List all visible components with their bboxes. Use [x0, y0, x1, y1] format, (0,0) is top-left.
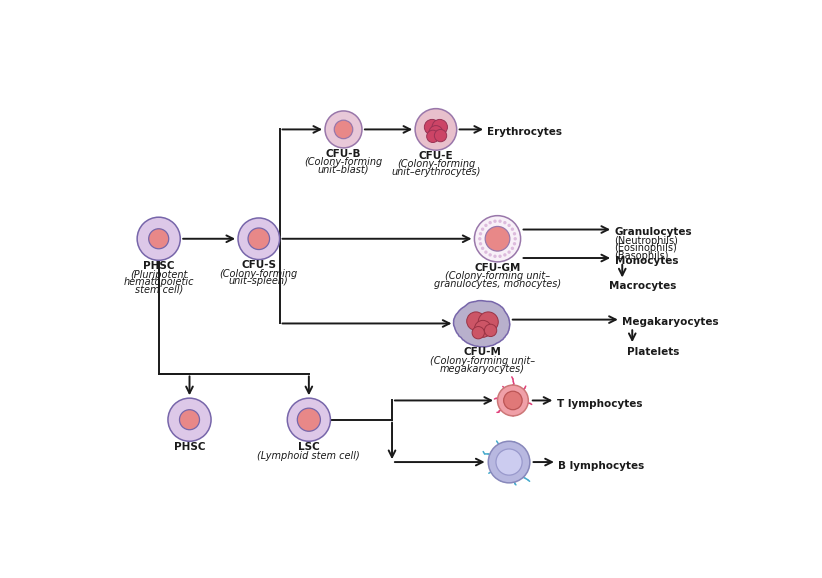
Circle shape — [472, 327, 484, 339]
Circle shape — [507, 224, 510, 227]
Text: Megakaryocytes: Megakaryocytes — [622, 317, 719, 327]
Text: Monocytes: Monocytes — [615, 257, 678, 266]
Circle shape — [513, 242, 516, 246]
Circle shape — [478, 237, 482, 240]
Text: (Lymphoid stem cell): (Lymphoid stem cell) — [257, 450, 360, 461]
Text: CFU-S: CFU-S — [242, 260, 276, 271]
Circle shape — [168, 398, 211, 441]
Circle shape — [493, 254, 496, 258]
Circle shape — [248, 228, 270, 250]
Text: granulocytes, monocytes): granulocytes, monocytes) — [434, 279, 561, 289]
Text: unit–erythrocytes): unit–erythrocytes) — [391, 167, 481, 177]
Text: T lymphocytes: T lymphocytes — [556, 399, 642, 409]
Text: Platelets: Platelets — [627, 347, 679, 357]
Circle shape — [434, 129, 446, 142]
Text: (Colony-forming: (Colony-forming — [397, 160, 475, 169]
Circle shape — [474, 216, 520, 262]
Text: (Eosinophils): (Eosinophils) — [615, 243, 677, 253]
Circle shape — [325, 111, 362, 148]
Text: unit–spleen): unit–spleen) — [229, 276, 289, 287]
Circle shape — [179, 410, 200, 429]
Text: CFU-GM: CFU-GM — [474, 262, 520, 273]
Text: LSC: LSC — [298, 442, 320, 452]
Text: Macrocytes: Macrocytes — [609, 281, 677, 291]
Text: (Colony-forming: (Colony-forming — [219, 269, 298, 279]
Circle shape — [507, 250, 510, 254]
Text: (Basophils): (Basophils) — [615, 251, 669, 261]
Circle shape — [432, 120, 447, 135]
Circle shape — [504, 391, 522, 410]
Circle shape — [137, 217, 180, 260]
Text: (Colony-forming: (Colony-forming — [304, 157, 382, 167]
Text: (Colony-forming unit–: (Colony-forming unit– — [445, 271, 550, 281]
Text: B lymphocytes: B lymphocytes — [558, 461, 644, 470]
Circle shape — [488, 441, 530, 483]
Polygon shape — [454, 301, 510, 347]
Circle shape — [479, 232, 483, 235]
Circle shape — [298, 408, 321, 431]
Text: Granulocytes: Granulocytes — [615, 227, 692, 237]
Circle shape — [288, 398, 330, 441]
Text: PHSC: PHSC — [173, 442, 206, 452]
Circle shape — [488, 253, 492, 257]
Circle shape — [484, 250, 487, 254]
Circle shape — [498, 220, 501, 223]
Circle shape — [503, 221, 506, 224]
Text: PHSC: PHSC — [143, 261, 174, 271]
Circle shape — [424, 120, 440, 135]
Circle shape — [496, 449, 522, 475]
Circle shape — [513, 232, 516, 235]
Circle shape — [474, 320, 492, 338]
Circle shape — [335, 120, 353, 139]
Circle shape — [510, 228, 514, 231]
Circle shape — [149, 229, 169, 249]
Text: hematopoietic: hematopoietic — [123, 277, 194, 287]
Text: (Neutrophils): (Neutrophils) — [615, 236, 678, 246]
Circle shape — [514, 237, 517, 240]
Text: stem cell): stem cell) — [135, 285, 182, 295]
Text: megakaryocytes): megakaryocytes) — [440, 364, 524, 373]
Circle shape — [478, 312, 498, 332]
Circle shape — [467, 312, 485, 331]
Circle shape — [415, 109, 457, 150]
Text: CFU-B: CFU-B — [326, 149, 361, 159]
Circle shape — [238, 218, 279, 260]
Circle shape — [510, 247, 514, 250]
Text: (Colony-forming unit–: (Colony-forming unit– — [430, 356, 534, 366]
Circle shape — [497, 385, 529, 416]
Circle shape — [485, 227, 510, 251]
Circle shape — [503, 253, 506, 257]
Text: (Pluripotent: (Pluripotent — [130, 269, 187, 280]
Circle shape — [481, 247, 484, 250]
Circle shape — [427, 130, 439, 143]
Circle shape — [498, 254, 501, 258]
Text: Erythrocytes: Erythrocytes — [487, 127, 562, 137]
Circle shape — [481, 228, 484, 231]
Circle shape — [479, 242, 483, 246]
Circle shape — [484, 324, 496, 336]
Circle shape — [484, 224, 487, 227]
Text: CFU-E: CFU-E — [418, 151, 453, 161]
Circle shape — [429, 125, 443, 139]
Circle shape — [493, 220, 496, 223]
Text: unit–blast): unit–blast) — [318, 165, 369, 175]
Text: CFU-M: CFU-M — [463, 347, 501, 357]
Circle shape — [488, 221, 492, 224]
